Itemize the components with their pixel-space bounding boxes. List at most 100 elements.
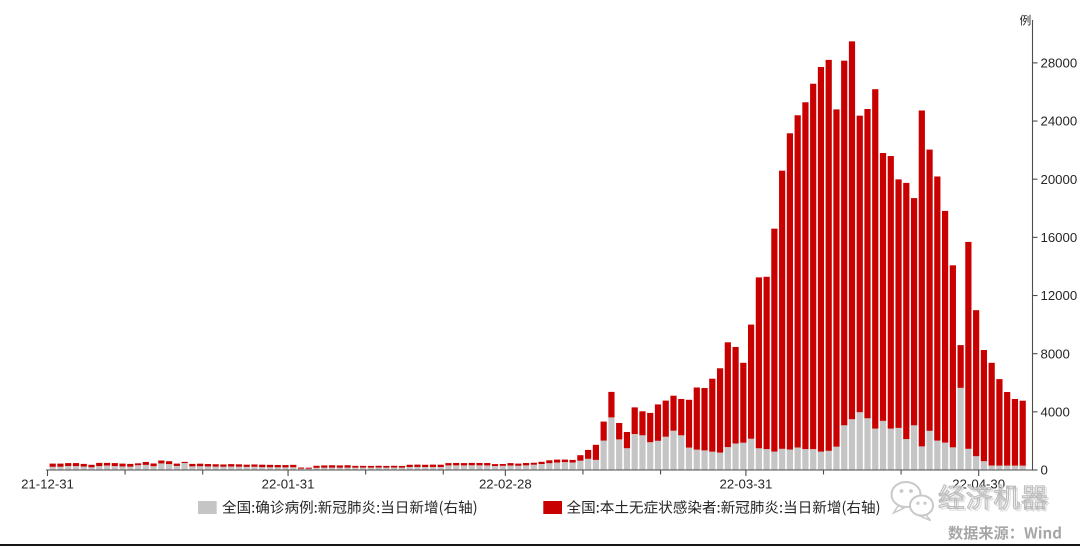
bar-asymptomatic (80, 463, 87, 467)
bar-confirmed (980, 461, 987, 470)
bar-asymptomatic (313, 465, 320, 468)
y-axis-unit-label (1019, 14, 1031, 26)
bar-asymptomatic (802, 102, 809, 450)
bar-confirmed (491, 466, 499, 470)
glyph (978, 525, 994, 540)
bar-asymptomatic (779, 170, 786, 449)
bar-confirmed (173, 465, 180, 470)
bar-asymptomatic (848, 41, 856, 420)
bar-asymptomatic (538, 461, 545, 464)
bar-confirmed (391, 467, 398, 470)
bar-confirmed (220, 466, 227, 470)
axis-labels: 21-12-31 22-01-31 22-02-28 22-03-31 22-04-30… (21, 55, 1077, 491)
bar-confirmed (910, 425, 918, 470)
bar-asymptomatic (965, 241, 972, 449)
bar-confirmed (119, 466, 126, 470)
bar-asymptomatic (344, 465, 351, 468)
bar-confirmed (724, 447, 731, 470)
bar-asymptomatic (266, 464, 274, 468)
bar-confirmed (879, 420, 887, 470)
bar-asymptomatic (173, 463, 180, 466)
bar-asymptomatic (600, 421, 607, 441)
bar-asymptomatic (429, 464, 437, 467)
bar-confirmed (895, 427, 902, 470)
glyph (765, 500, 779, 514)
glyph (846, 500, 861, 514)
bar-asymptomatic (259, 464, 266, 468)
bar-confirmed (1019, 465, 1026, 470)
glyph (381, 500, 394, 514)
legend-label-asymptomatic (566, 500, 880, 516)
glyph (1038, 526, 1042, 539)
bar-confirmed (181, 463, 188, 470)
bar-asymptomatic (996, 379, 1003, 466)
bar-confirmed (49, 466, 56, 470)
bar-confirmed (709, 451, 716, 470)
legend-swatch-confirmed (198, 501, 217, 514)
bar-asymptomatic (763, 276, 770, 450)
y-tick-label: 16000 (1041, 230, 1078, 245)
bar-confirmed (88, 467, 95, 470)
bar-asymptomatic (577, 455, 584, 461)
bar-asymptomatic (1004, 391, 1011, 466)
series-confirmed-bars (49, 387, 1026, 470)
bar-confirmed (515, 465, 522, 470)
bar-asymptomatic (476, 462, 483, 466)
glyph (362, 500, 376, 514)
bar-asymptomatic (748, 324, 755, 439)
bar-asymptomatic (297, 467, 305, 469)
bar-asymptomatic (181, 461, 188, 464)
bar-asymptomatic (57, 463, 64, 467)
bar-asymptomatic (111, 463, 118, 467)
bar-asymptomatic (1019, 400, 1026, 466)
bar-confirmed (57, 466, 64, 470)
bar-asymptomatic (243, 464, 250, 467)
bar-confirmed (887, 428, 894, 470)
bar-asymptomatic (305, 467, 312, 469)
glyph (629, 501, 643, 514)
bar-confirmed (313, 467, 320, 470)
bar-asymptomatic (810, 83, 817, 450)
bar-asymptomatic (1011, 399, 1019, 466)
bar-confirmed (398, 467, 405, 470)
bar-confirmed (445, 465, 452, 470)
bar-confirmed (204, 466, 211, 470)
bar-asymptomatic (49, 463, 56, 467)
bar-confirmed (779, 448, 786, 470)
bar-asymptomatic (453, 462, 460, 466)
glyph (1052, 526, 1061, 539)
bar-confirmed (282, 467, 289, 470)
glyph (299, 500, 313, 514)
bar-asymptomatic (616, 422, 623, 440)
glyph (750, 500, 764, 514)
bar-asymptomatic (910, 198, 918, 426)
bar-confirmed (794, 447, 801, 470)
bar-asymptomatic (166, 461, 173, 465)
bar-confirmed (949, 447, 956, 470)
bar-asymptomatic (732, 346, 739, 444)
bar-confirmed (701, 450, 708, 470)
bar-confirmed (996, 465, 1003, 470)
bar-confirmed (538, 463, 545, 470)
bar-confirmed (103, 465, 111, 470)
bar-confirmed (825, 450, 832, 470)
bar-confirmed (422, 467, 429, 470)
bar-confirmed (150, 466, 157, 470)
bar-confirmed (243, 466, 250, 470)
series-asymptomatic-bars (49, 41, 1026, 469)
y-tick-label: 8000 (1041, 346, 1070, 361)
bar-asymptomatic (926, 149, 933, 431)
bar-asymptomatic (934, 176, 941, 441)
bar-confirmed (429, 466, 437, 470)
glyph (439, 500, 443, 516)
bar-confirmed (166, 464, 173, 470)
bar-asymptomatic (72, 463, 80, 467)
bar-asymptomatic (864, 108, 871, 419)
bar-confirmed (786, 449, 793, 470)
bar-confirmed (360, 467, 367, 470)
bar-asymptomatic (585, 449, 592, 459)
bar-asymptomatic (220, 464, 227, 467)
bar-confirmed (111, 466, 118, 470)
bar-asymptomatic (592, 444, 599, 460)
